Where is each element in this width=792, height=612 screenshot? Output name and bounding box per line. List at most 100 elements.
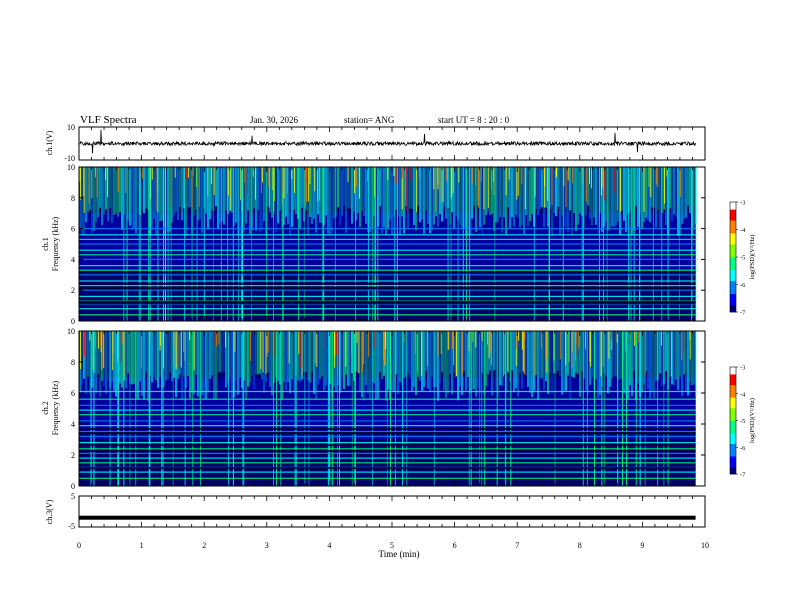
spectrogram-streak <box>543 167 545 208</box>
spectrogram-haze <box>363 167 366 217</box>
spectrogram-haze <box>523 167 526 235</box>
spectrogram-sferic <box>172 331 174 486</box>
spectrogram-haze <box>671 167 674 221</box>
spectrogram-streak <box>505 167 507 196</box>
spectrogram-streak <box>521 331 523 350</box>
spectrogram-haze <box>351 167 354 224</box>
spectrogram-streak <box>141 167 143 179</box>
figure-date: Jan. 30, 2026 <box>250 115 298 125</box>
spectrogram-haze <box>151 167 154 229</box>
xtick-label: 4 <box>327 541 331 550</box>
ch3-waveform-trace <box>79 515 696 520</box>
spectrogram-haze <box>159 167 162 222</box>
spectrogram-streak <box>183 331 185 353</box>
colorbar-segment <box>730 395 736 398</box>
xtick-label: 3 <box>265 541 269 550</box>
spectrogram-streak <box>447 331 449 351</box>
xtick-label: 0 <box>77 541 81 550</box>
spectrogram-haze <box>345 167 348 233</box>
spectrogram-haze <box>613 167 616 227</box>
spectrogram-sferic <box>332 331 334 486</box>
ch2-spectrogram-ylabel: Frequency (kHz) <box>51 380 60 435</box>
spectrogram-haze <box>387 331 390 390</box>
spectrogram-haze <box>343 331 346 390</box>
spectrogram-haze <box>219 331 222 373</box>
spectrogram-streak <box>260 167 262 194</box>
spectrogram-streak <box>272 167 274 191</box>
spectrogram-haze <box>613 331 616 376</box>
ytick-label: 10 <box>67 163 75 172</box>
spectrogram-streak <box>180 331 182 368</box>
spectrogram-haze <box>609 331 612 387</box>
colorbar-segment <box>730 273 736 276</box>
spectrogram-haze <box>599 167 602 214</box>
spectrogram-line <box>79 398 696 400</box>
spectrogram-haze <box>107 331 110 381</box>
spectrogram-streak <box>393 167 395 176</box>
spectrogram-haze <box>253 331 256 389</box>
spectrogram-haze <box>633 331 636 371</box>
colorbar-tick-label: -3 <box>740 200 745 207</box>
spectrogram-haze <box>261 167 264 231</box>
spectrogram-haze <box>571 167 574 236</box>
ch2-spectrogram-image <box>79 331 698 486</box>
spectrogram-haze <box>649 167 652 223</box>
spectrogram-streak <box>216 331 218 347</box>
spectrogram-streak <box>240 167 242 201</box>
spectrogram-haze <box>463 331 466 372</box>
spectrogram-haze <box>425 331 428 372</box>
spectrogram-line <box>79 409 696 411</box>
spectrogram-haze <box>85 167 88 223</box>
spectrogram-haze <box>449 331 452 374</box>
spectrogram-haze <box>573 331 576 378</box>
spectrogram-haze <box>423 331 426 387</box>
spectrogram-sferic <box>644 331 646 486</box>
spectrogram-streak <box>648 167 650 187</box>
spectrogram-haze <box>237 331 240 395</box>
colorbar-segment <box>730 255 736 258</box>
spectrogram-streak <box>622 331 624 362</box>
spectrogram-line <box>79 289 696 291</box>
spectrogram-haze <box>289 167 292 236</box>
spectrogram-streak <box>440 167 442 202</box>
ch1-waveform-ylabel: ch.1(V) <box>45 130 54 155</box>
spectrogram-haze <box>407 167 410 230</box>
spectrogram-streak <box>414 331 416 354</box>
spectrogram-sferic <box>603 331 605 486</box>
spectrogram-streak <box>555 167 557 178</box>
spectrogram-haze <box>451 167 454 213</box>
spectrogram-haze <box>491 167 494 214</box>
spectrogram-haze <box>347 167 350 208</box>
colorbar-segment <box>730 293 736 296</box>
spectrogram-haze <box>491 331 494 396</box>
spectrogram-streak <box>461 331 463 375</box>
spectrogram-haze <box>511 167 514 218</box>
spectrogram-haze <box>641 331 644 392</box>
spectrogram-haze <box>323 331 326 391</box>
spectrogram-streak <box>616 331 618 343</box>
colorbar-segment <box>730 441 736 444</box>
spectrogram-streak <box>174 167 176 178</box>
spectrogram-haze <box>241 331 244 389</box>
spectrogram-haze <box>93 167 96 231</box>
spectrogram-haze <box>175 167 178 213</box>
spectrogram-streak <box>589 167 590 185</box>
spectrogram-streak <box>265 331 267 374</box>
spectrogram-haze <box>165 331 168 381</box>
ch1-waveform-panel: 10 -10 ch.1(V) <box>45 123 706 163</box>
spectrogram-haze <box>341 331 344 379</box>
spectrogram-haze <box>289 331 292 394</box>
spectrogram-streak <box>489 331 491 355</box>
spectrogram-haze <box>341 167 344 216</box>
colorbar-segment <box>730 280 736 283</box>
spectrogram-haze <box>555 167 558 217</box>
colorbar-segment <box>730 367 736 370</box>
spectrogram-haze <box>279 331 282 385</box>
spectrogram-haze <box>679 331 682 377</box>
spectrogram-haze <box>577 331 580 374</box>
spectrogram-streak <box>490 331 492 365</box>
spectrogram-streak <box>159 331 161 346</box>
spectrogram-haze <box>275 167 278 233</box>
spectrogram-haze <box>677 167 680 237</box>
spectrogram-haze <box>315 331 318 400</box>
